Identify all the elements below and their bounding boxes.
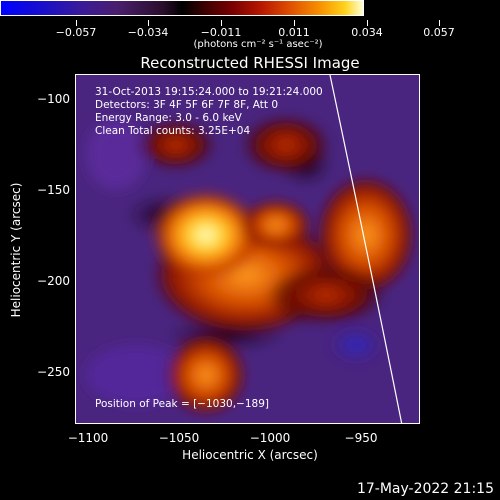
x-tick-label: −1100 [67, 431, 109, 445]
clean-counts: Clean Total counts: 3.25E+04 [95, 125, 251, 137]
detectors: Detectors: 3F 4F 5F 6F 7F 8F, Att 0 [95, 99, 279, 111]
energy-range: Energy Range: 3.0 - 6.0 keV [95, 112, 242, 124]
peak-position: Position of Peak = [−1030,−189] [95, 398, 269, 410]
x-tick-label: −950 [344, 431, 378, 445]
image-title: Reconstructed RHESSI Image [140, 54, 360, 72]
x-axis-label: Heliocentric X (arcsec) [182, 448, 318, 462]
footer-date: 17-May-2022 21:15 [356, 481, 494, 497]
y-axis-label: Heliocentric Y (arcsec) [9, 182, 23, 318]
colorbar-tick-label: −0.011 [200, 26, 242, 39]
x-tick-label: −1000 [249, 431, 291, 445]
y-tick-label: −100 [37, 92, 70, 106]
colorbar-tick [294, 20, 295, 26]
colorbar-tick-label: −0.057 [55, 26, 97, 39]
rhessi-image-plot: 31-Oct-2013 19:15:24.000 to 19:21:24.000… [75, 74, 420, 424]
colorbar-tick [148, 20, 149, 26]
flux-map [76, 75, 419, 423]
y-tick-label: −150 [37, 183, 70, 197]
colorbar-tick [76, 20, 77, 26]
colorbar-tick [439, 20, 440, 26]
time-range: 31-Oct-2013 19:15:24.000 to 19:21:24.000 [95, 86, 323, 98]
colorbar [0, 0, 364, 16]
x-tick-label: −1050 [158, 431, 200, 445]
colorbar-tick-label: 0.034 [351, 26, 383, 39]
y-tick-label: −250 [37, 365, 70, 379]
colorbar-units: (photons cm⁻² s⁻¹ asec⁻²) [193, 39, 323, 50]
colorbar-tick [367, 20, 368, 26]
colorbar-tick [221, 20, 222, 26]
colorbar-tick-label: −0.034 [127, 26, 169, 39]
colorbar-tick-label: 0.011 [278, 26, 310, 39]
colorbar-tick-label: 0.057 [423, 26, 455, 39]
y-tick-label: −200 [37, 274, 70, 288]
